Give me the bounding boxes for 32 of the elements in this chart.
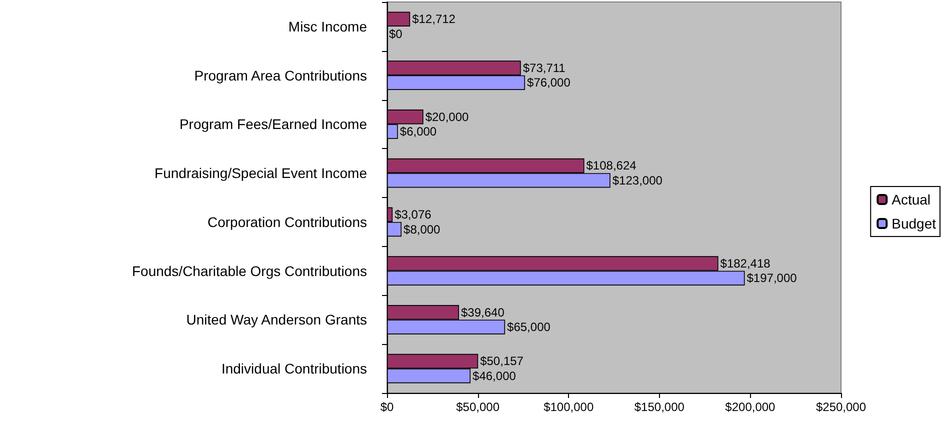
data-label: $76,000 (527, 76, 571, 90)
x-tick-label: $100,000 (544, 400, 594, 414)
data-label: $0 (389, 26, 403, 41)
data-label: $39,640 (460, 305, 505, 320)
y-tick-label: Founds/Charitable Orgs Contributions (132, 262, 367, 279)
data-label: $65,000 (507, 320, 551, 334)
y-tick-label: United Way Anderson Grants (186, 312, 367, 328)
y-tick-label: Corporation Contributions (207, 214, 367, 230)
data-label: $12,712 (412, 12, 456, 26)
data-label: $123,000 (612, 173, 663, 188)
x-tick-label: $50,000 (456, 400, 500, 414)
data-label: $3,076 (394, 208, 432, 222)
x-tick-label: $250,000 (816, 400, 866, 414)
data-label: $108,624 (586, 158, 637, 173)
x-tick-label: $0 (380, 400, 394, 414)
data-label: $8,000 (404, 222, 441, 236)
y-tick-label: Fundraising/Special Event Income (154, 165, 368, 182)
x-tick-label: $200,000 (725, 400, 776, 414)
x-tick-label: $150,000 (634, 400, 685, 414)
legend-label: Actual (892, 192, 931, 208)
legend-label: Budget (892, 216, 936, 232)
y-tick-label: Individual Contributions (221, 360, 367, 377)
y-tick-label: Misc Income (288, 18, 368, 34)
data-label: $182,418 (720, 256, 771, 270)
data-label: $46,000 (472, 368, 516, 383)
y-tick-label: Program Area Contributions (194, 67, 367, 84)
data-label: $197,000 (746, 271, 798, 286)
data-label: $73,711 (522, 60, 566, 75)
data-label: $6,000 (400, 124, 437, 139)
data-label: $50,157 (480, 354, 524, 368)
data-label: $20,000 (425, 110, 470, 124)
y-tick-label: Program Fees/Earned Income (179, 116, 368, 132)
